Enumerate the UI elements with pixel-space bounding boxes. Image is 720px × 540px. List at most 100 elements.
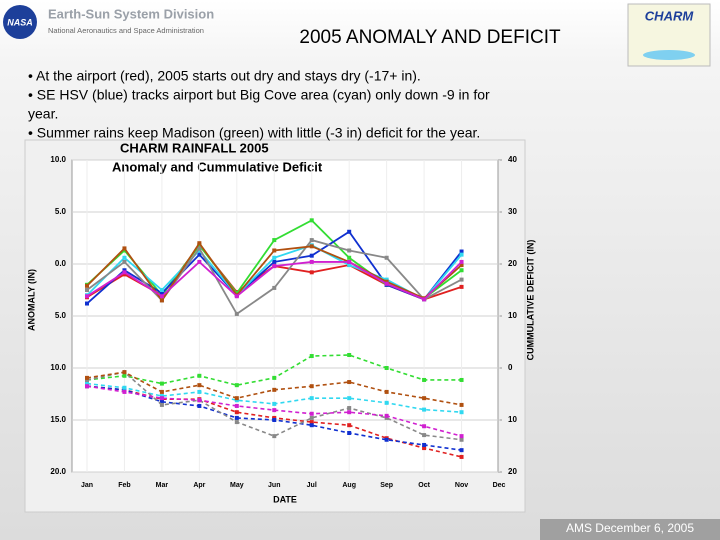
- y2-tick-label: 10: [508, 415, 517, 424]
- series-marker: [384, 415, 389, 420]
- y2-tick-label: 20: [508, 259, 517, 268]
- series-marker: [384, 366, 389, 370]
- division: Earth-Sun System Division: [48, 6, 214, 21]
- series-marker: [384, 400, 389, 405]
- series-marker: [234, 403, 239, 408]
- series-marker: [122, 370, 127, 375]
- series-marker: [159, 399, 164, 404]
- series-marker: [347, 229, 352, 234]
- series-marker: [197, 259, 202, 264]
- x-tick-label: Dec: [493, 482, 506, 489]
- y-tick-label: 15.0: [50, 415, 66, 424]
- series-marker: [122, 248, 127, 253]
- series-marker: [159, 288, 164, 292]
- x-tick-label: May: [230, 482, 244, 489]
- bullet-line: • SE HSV (blue) tracks airport but Big C…: [28, 87, 490, 103]
- series-marker: [122, 259, 127, 264]
- series-marker: [459, 268, 464, 273]
- series-marker: [384, 255, 389, 260]
- x-tick-label: Feb: [118, 482, 130, 489]
- series-marker: [459, 259, 464, 264]
- series-marker: [234, 415, 239, 420]
- series-marker: [459, 454, 464, 459]
- x-axis-label: DATE: [273, 494, 297, 504]
- series-marker: [422, 396, 427, 401]
- y2-tick-label: 20: [508, 467, 517, 476]
- series-marker: [422, 446, 427, 451]
- series-marker: [272, 387, 277, 392]
- series-marker: [422, 433, 427, 438]
- series-marker: [122, 373, 127, 378]
- series-marker: [85, 384, 89, 389]
- y2-tick-label: 40: [508, 155, 517, 164]
- series-marker: [309, 218, 314, 223]
- series-marker: [347, 431, 352, 435]
- series-line: [86, 371, 462, 441]
- bullets: • At the airport (red), 2005 starts out …: [28, 68, 490, 141]
- series-marker: [384, 279, 389, 284]
- x-tick-label: Mar: [156, 482, 169, 489]
- series-marker: [422, 424, 427, 429]
- series-marker: [197, 248, 202, 253]
- series-marker: [459, 277, 464, 282]
- y-tick-label: 5.0: [55, 207, 67, 216]
- series-marker: [234, 383, 239, 388]
- series-marker: [347, 263, 352, 268]
- footer: AMS December 6, 2005: [566, 521, 694, 535]
- series-marker: [234, 291, 239, 296]
- x-tick-label: Apr: [193, 482, 205, 489]
- series-marker: [197, 252, 202, 257]
- series-marker: [85, 288, 89, 292]
- x-tick-label: Jun: [268, 482, 280, 489]
- series-marker: [272, 285, 277, 290]
- series-marker: [347, 396, 352, 401]
- y2-tick-label: 10: [508, 311, 517, 320]
- series-marker: [85, 294, 89, 299]
- charm-logo-text: CHARM: [645, 8, 695, 23]
- y-tick-label: 0.0: [55, 259, 67, 268]
- series-marker: [197, 243, 202, 248]
- logo-text: NASA: [7, 17, 33, 27]
- series-marker: [309, 354, 314, 359]
- y-tick-label: 5.0: [55, 311, 67, 320]
- x-tick-label: Aug: [342, 482, 356, 489]
- series-marker: [309, 396, 314, 401]
- series-marker: [459, 263, 464, 268]
- series-marker: [234, 311, 239, 316]
- x-tick-label: Jul: [307, 482, 317, 489]
- series-marker: [85, 377, 89, 382]
- series-marker: [272, 401, 277, 406]
- series-marker: [122, 387, 127, 392]
- series-marker: [309, 411, 314, 416]
- series-marker: [234, 420, 239, 425]
- series-marker: [459, 448, 464, 453]
- series-marker: [272, 259, 277, 264]
- series-marker: [272, 408, 277, 413]
- series-marker: [272, 418, 277, 422]
- series-marker: [309, 244, 314, 249]
- x-tick-label: Jan: [81, 482, 93, 489]
- series-marker: [234, 396, 239, 401]
- series-marker: [234, 410, 239, 415]
- series-marker: [122, 246, 127, 251]
- series-marker: [384, 277, 389, 282]
- series-marker: [309, 415, 314, 420]
- series-marker: [384, 389, 389, 394]
- series-marker: [197, 241, 202, 246]
- series-marker: [309, 384, 314, 389]
- series-marker: [422, 297, 427, 302]
- series-marker: [197, 246, 202, 251]
- series-marker: [347, 248, 352, 253]
- y-tick-label: 10.0: [50, 363, 66, 372]
- series-marker: [197, 383, 202, 388]
- series-marker: [309, 238, 314, 243]
- x-tick-label: Nov: [455, 482, 468, 489]
- series-line: [86, 385, 462, 437]
- series-marker: [159, 396, 164, 401]
- series-marker: [159, 402, 164, 407]
- series-marker: [309, 423, 314, 428]
- series-marker: [85, 301, 89, 306]
- series-marker: [422, 442, 427, 447]
- series-marker: [272, 264, 277, 269]
- series-marker: [85, 375, 89, 380]
